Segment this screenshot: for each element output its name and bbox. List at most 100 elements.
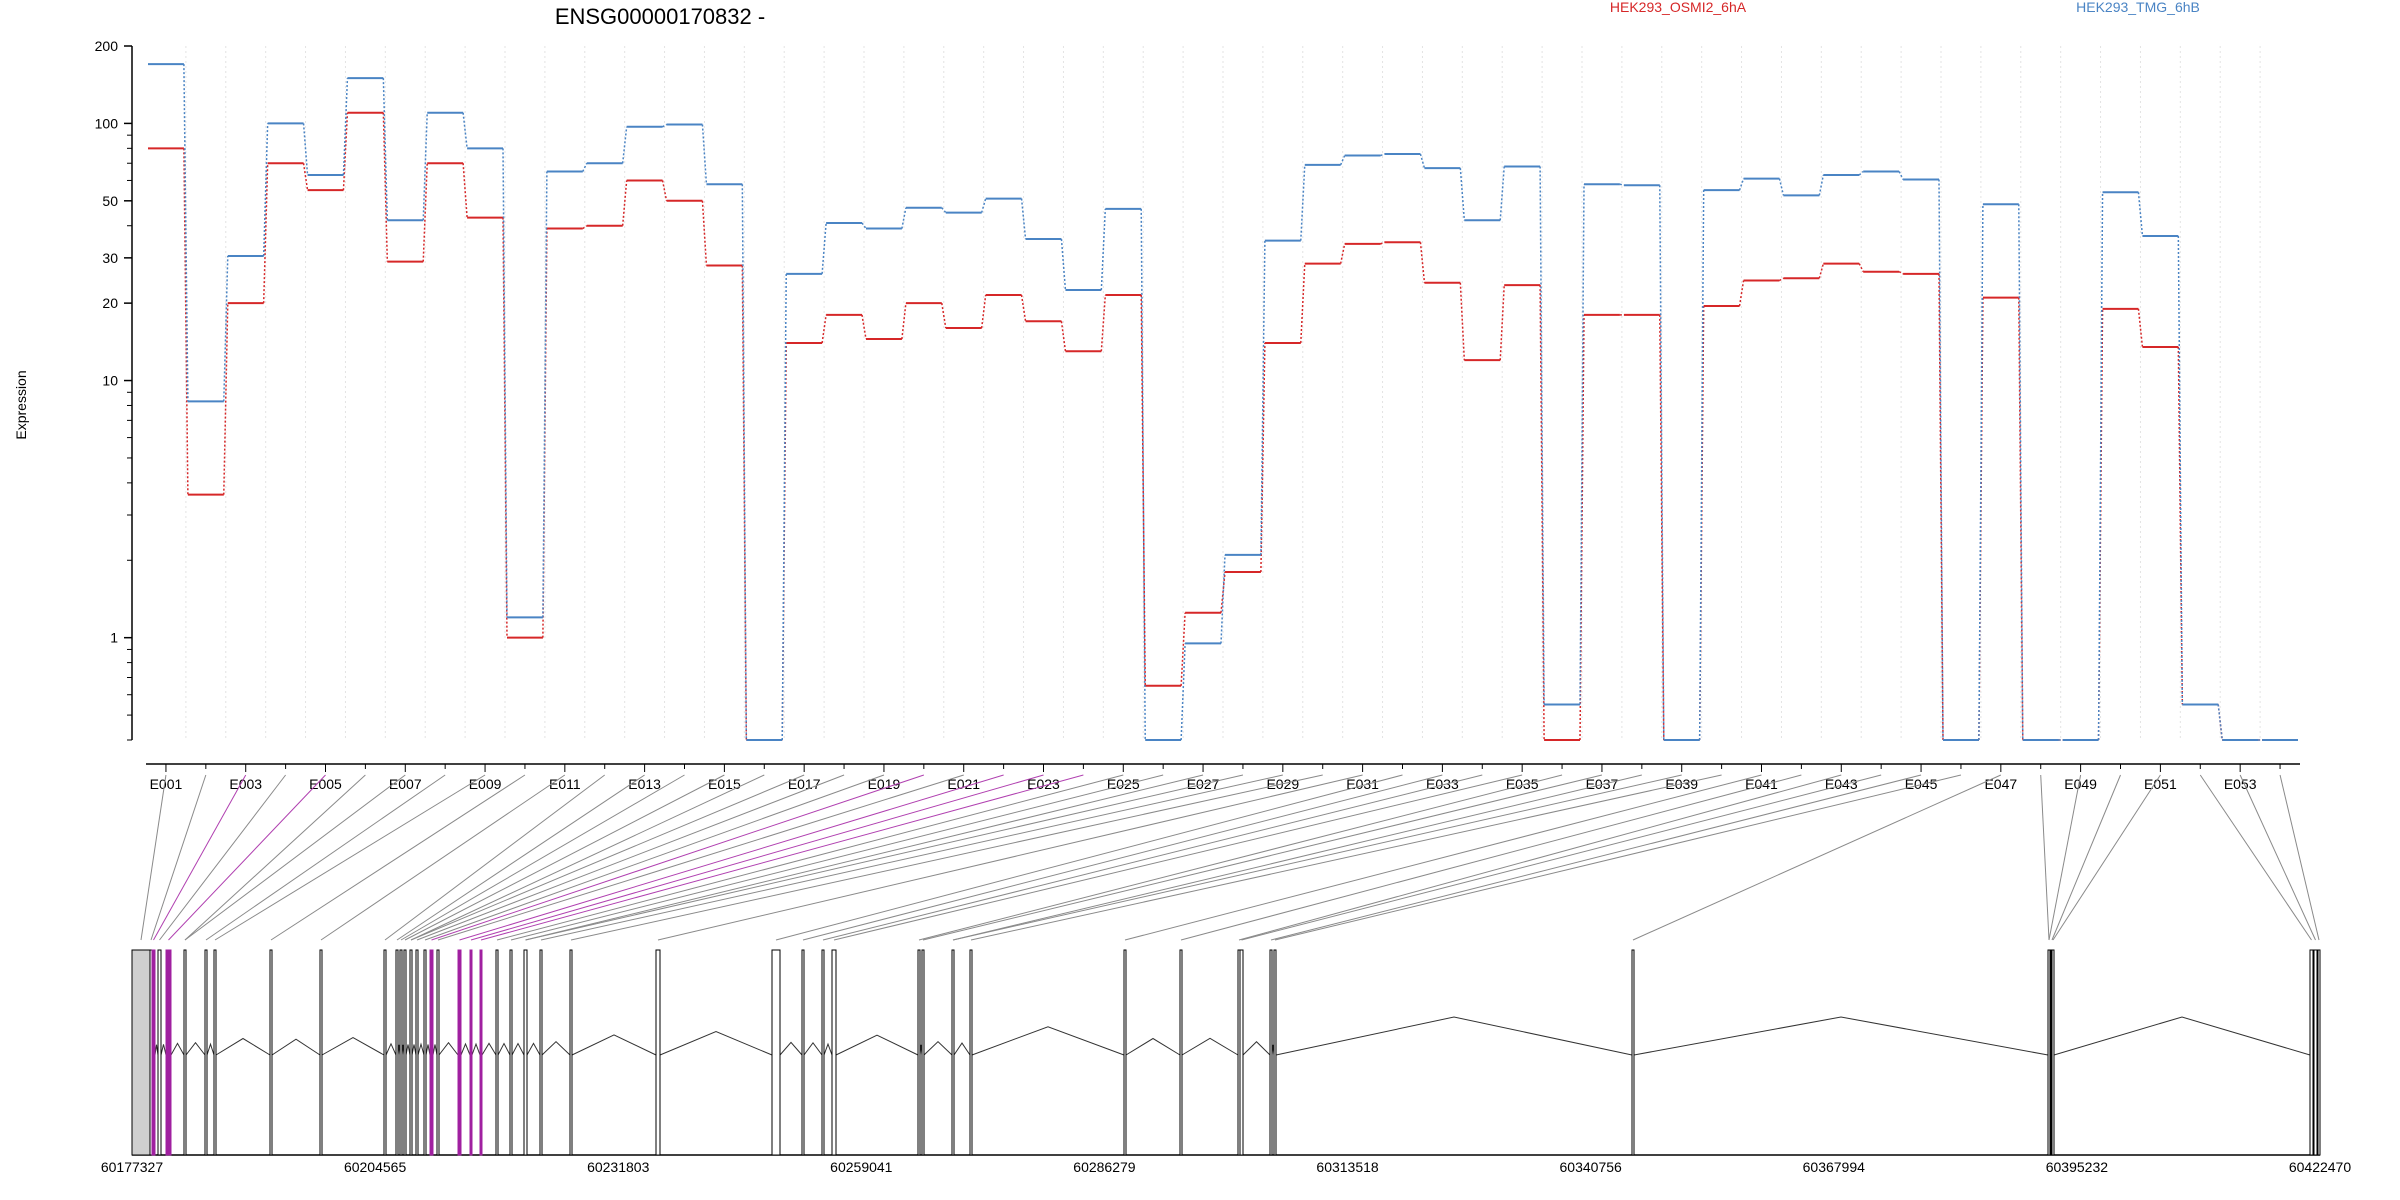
series-1-connector	[661, 180, 668, 201]
series-1-connector	[1140, 295, 1146, 686]
series-1-connector	[1339, 243, 1346, 264]
exon-box	[403, 949, 407, 1156]
exon-box	[2317, 949, 2321, 1156]
exon-connector-line	[1180, 774, 1802, 941]
gene-coordinate-label: 60422470	[2289, 1159, 2352, 1175]
exon-box	[409, 949, 413, 1156]
intron-line	[659, 1031, 773, 1056]
x-tick-label: E031	[1346, 776, 1379, 792]
x-tick-label: E013	[628, 776, 661, 792]
exon-box	[429, 949, 434, 1156]
exon-connector-line	[540, 774, 1283, 941]
series-2-connector	[342, 78, 349, 176]
series-1-connector	[861, 314, 867, 340]
intron-line	[425, 1044, 431, 1056]
intron-line	[971, 1026, 1125, 1056]
gene-model-layer: 60177327 60204565 60231803 60259041 60286279…	[101, 949, 2352, 1175]
intron-line	[526, 1042, 541, 1056]
exon-connector-layer	[140, 774, 2320, 941]
series-1-connector	[741, 265, 748, 741]
series-1-connector	[1300, 263, 1306, 344]
series-2-connector	[1579, 184, 1585, 705]
series-2-connector	[1539, 166, 1545, 705]
exon-box	[131, 949, 151, 1156]
exon-connector-line	[184, 774, 366, 941]
x-tick-label: E001	[150, 776, 183, 792]
series-1-connector	[1020, 294, 1027, 322]
y-tick-label: 30	[102, 250, 118, 266]
y-tick-label: 100	[95, 115, 119, 131]
series-2-connector	[901, 207, 907, 229]
exon-connector-line	[1274, 774, 1962, 941]
exon-connector-line	[2048, 774, 2082, 941]
series-2-connector	[1260, 240, 1266, 555]
exon-connector-line	[1241, 774, 1882, 941]
exon-box	[1179, 949, 1183, 1156]
series-2-connector	[741, 184, 748, 741]
exon-box	[2309, 949, 2314, 1156]
series-2-connector	[662, 123, 667, 128]
x-tick-label: E045	[1905, 776, 1938, 792]
exon-connector-line	[952, 774, 1682, 941]
exon-box	[969, 949, 973, 1156]
exon-connector-line	[822, 774, 1483, 941]
exon-connector-line	[459, 774, 1004, 941]
x-tick-label: E005	[309, 776, 342, 792]
x-tick-label: E019	[868, 776, 901, 792]
exon-connector-line	[384, 774, 606, 941]
series-2-connector	[1778, 178, 1785, 196]
x-tick-label: E003	[229, 776, 262, 792]
gene-coordinate-label: 60177327	[101, 1159, 164, 1175]
x-tick-label: E021	[947, 776, 980, 792]
exon-box	[951, 949, 955, 1156]
series-1-connector	[1659, 314, 1665, 741]
exon-connector-line	[410, 774, 765, 941]
series-2-connector	[781, 273, 787, 741]
series-2-connector	[542, 171, 548, 618]
series-2-connector	[1898, 171, 1904, 180]
exon-box	[436, 949, 440, 1156]
series-1-connector	[1419, 242, 1426, 283]
series-2-connector	[1459, 168, 1466, 221]
series-2-connector	[1938, 179, 1944, 741]
exon-connector-line	[952, 774, 1642, 941]
series-2-connector	[422, 112, 428, 221]
exon-box	[1269, 949, 1273, 1156]
intron-line	[411, 1044, 417, 1056]
x-tick-label: E007	[389, 776, 422, 792]
chart-title: ENSG00000170832 -	[555, 4, 765, 29]
exon-connector-line	[833, 774, 1523, 941]
exon-box	[1123, 949, 1127, 1156]
exon-box	[457, 949, 462, 1156]
x-tick-label: E037	[1586, 776, 1619, 792]
exon-box	[479, 949, 483, 1156]
exon-connector-line	[400, 774, 685, 941]
exon-connector-line	[2052, 774, 2161, 941]
gene-coordinate-label: 60340756	[1560, 1159, 1623, 1175]
intron-line	[271, 1038, 321, 1056]
intron-line	[385, 1042, 397, 1056]
x-tick-label: E053	[2224, 776, 2257, 792]
exon-connector-line	[970, 774, 1722, 941]
x-tick-label: E011	[549, 776, 581, 792]
series-2-connector	[462, 112, 468, 149]
intron-line	[170, 1042, 185, 1056]
exon-connector-line	[1124, 774, 1762, 941]
series-1-connector	[1060, 321, 1067, 352]
exon-box	[821, 949, 825, 1156]
series-1-connector	[1499, 285, 1505, 361]
intron-line	[471, 1042, 481, 1056]
exon-connector-line	[320, 774, 566, 941]
intron-line	[206, 1042, 215, 1056]
series-2-connector	[1499, 166, 1505, 221]
gene-coordinate-label: 60259041	[830, 1159, 893, 1175]
exon-box	[151, 949, 156, 1156]
exon-connector-line	[657, 774, 1363, 941]
series-1-connector	[1898, 271, 1904, 275]
x-tick-label: E033	[1426, 776, 1459, 792]
series-2-connector	[1818, 174, 1825, 196]
x-tick-label: E047	[1984, 776, 2017, 792]
exon-connector-line	[802, 774, 1443, 941]
exon-connector-line	[416, 774, 845, 941]
